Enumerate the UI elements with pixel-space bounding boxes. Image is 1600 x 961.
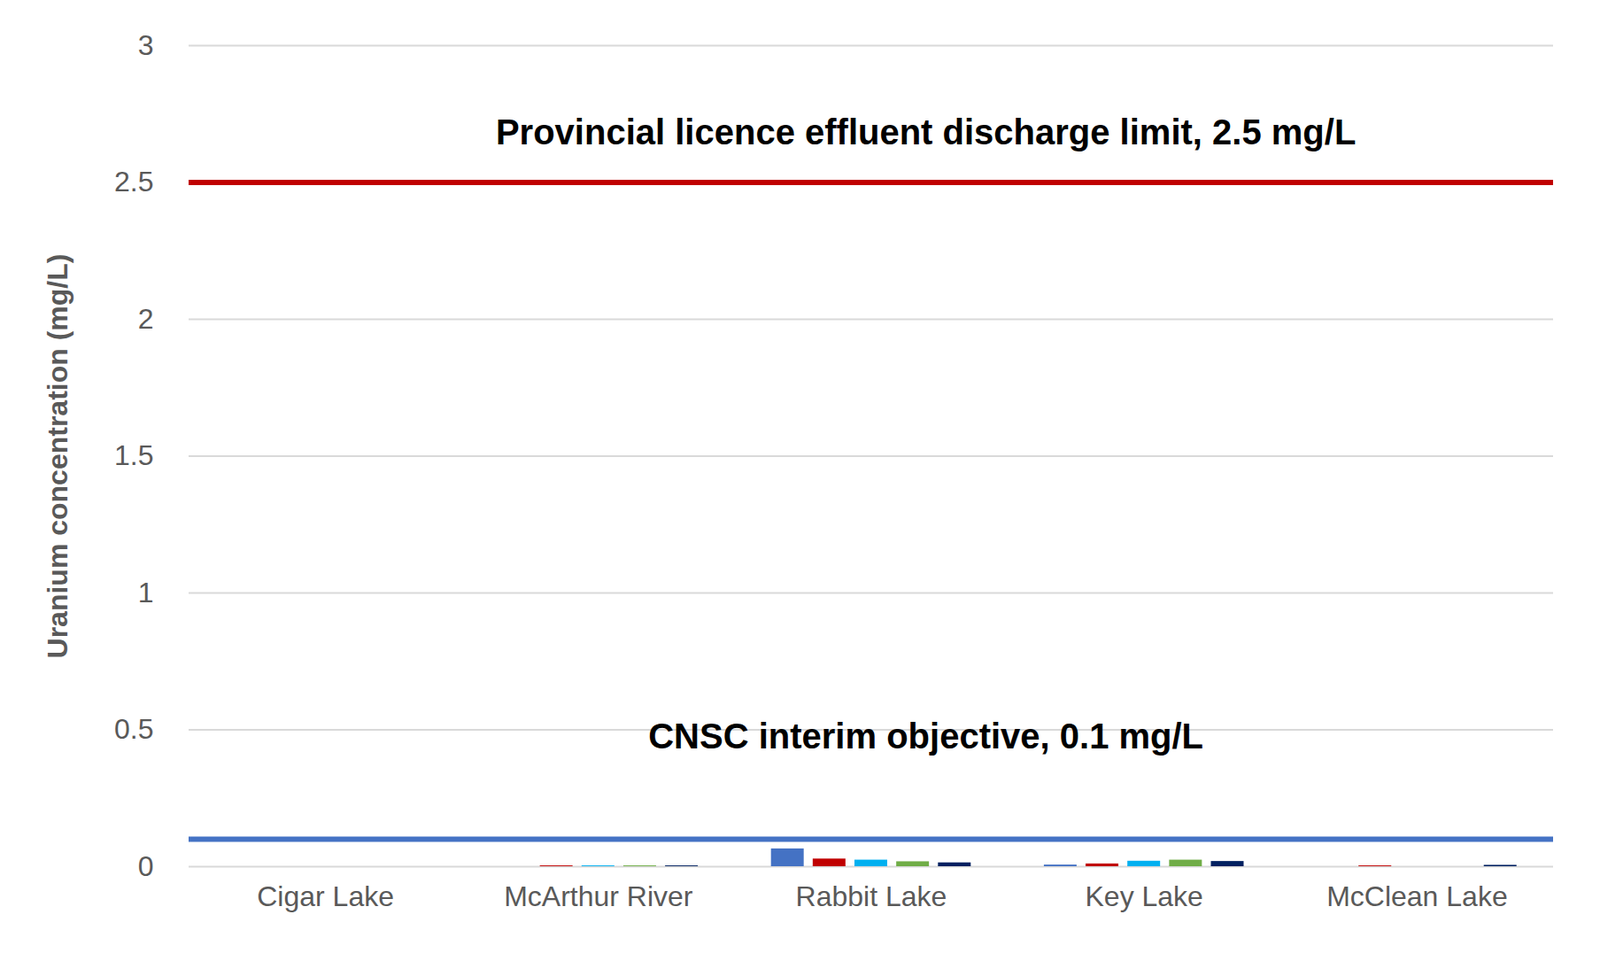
svg-text:0: 0 [138,850,155,882]
svg-text:2.5: 2.5 [114,165,154,198]
svg-text:McClean Lake: McClean Lake [1326,880,1508,913]
svg-text:Cigar Lake: Cigar Lake [256,880,395,913]
svg-text:Uranium concentration (mg/L): Uranium concentration (mg/L) [41,254,74,659]
svg-text:0.5: 0.5 [114,712,154,745]
svg-text:1: 1 [138,576,155,609]
svg-text:3: 3 [138,29,155,62]
svg-text:Key Lake: Key Lake [1084,880,1203,913]
svg-text:Rabbit Lake: Rabbit Lake [796,880,948,913]
svg-text:CNSC interim objective, 0.1 mg: CNSC interim objective, 0.1 mg/L [648,716,1204,756]
svg-text:2: 2 [138,302,155,335]
svg-text:1.5: 1.5 [114,439,154,472]
svg-text:McArthur River: McArthur River [503,880,694,913]
svg-text:Provincial licence effluent di: Provincial licence effluent discharge li… [495,112,1356,152]
